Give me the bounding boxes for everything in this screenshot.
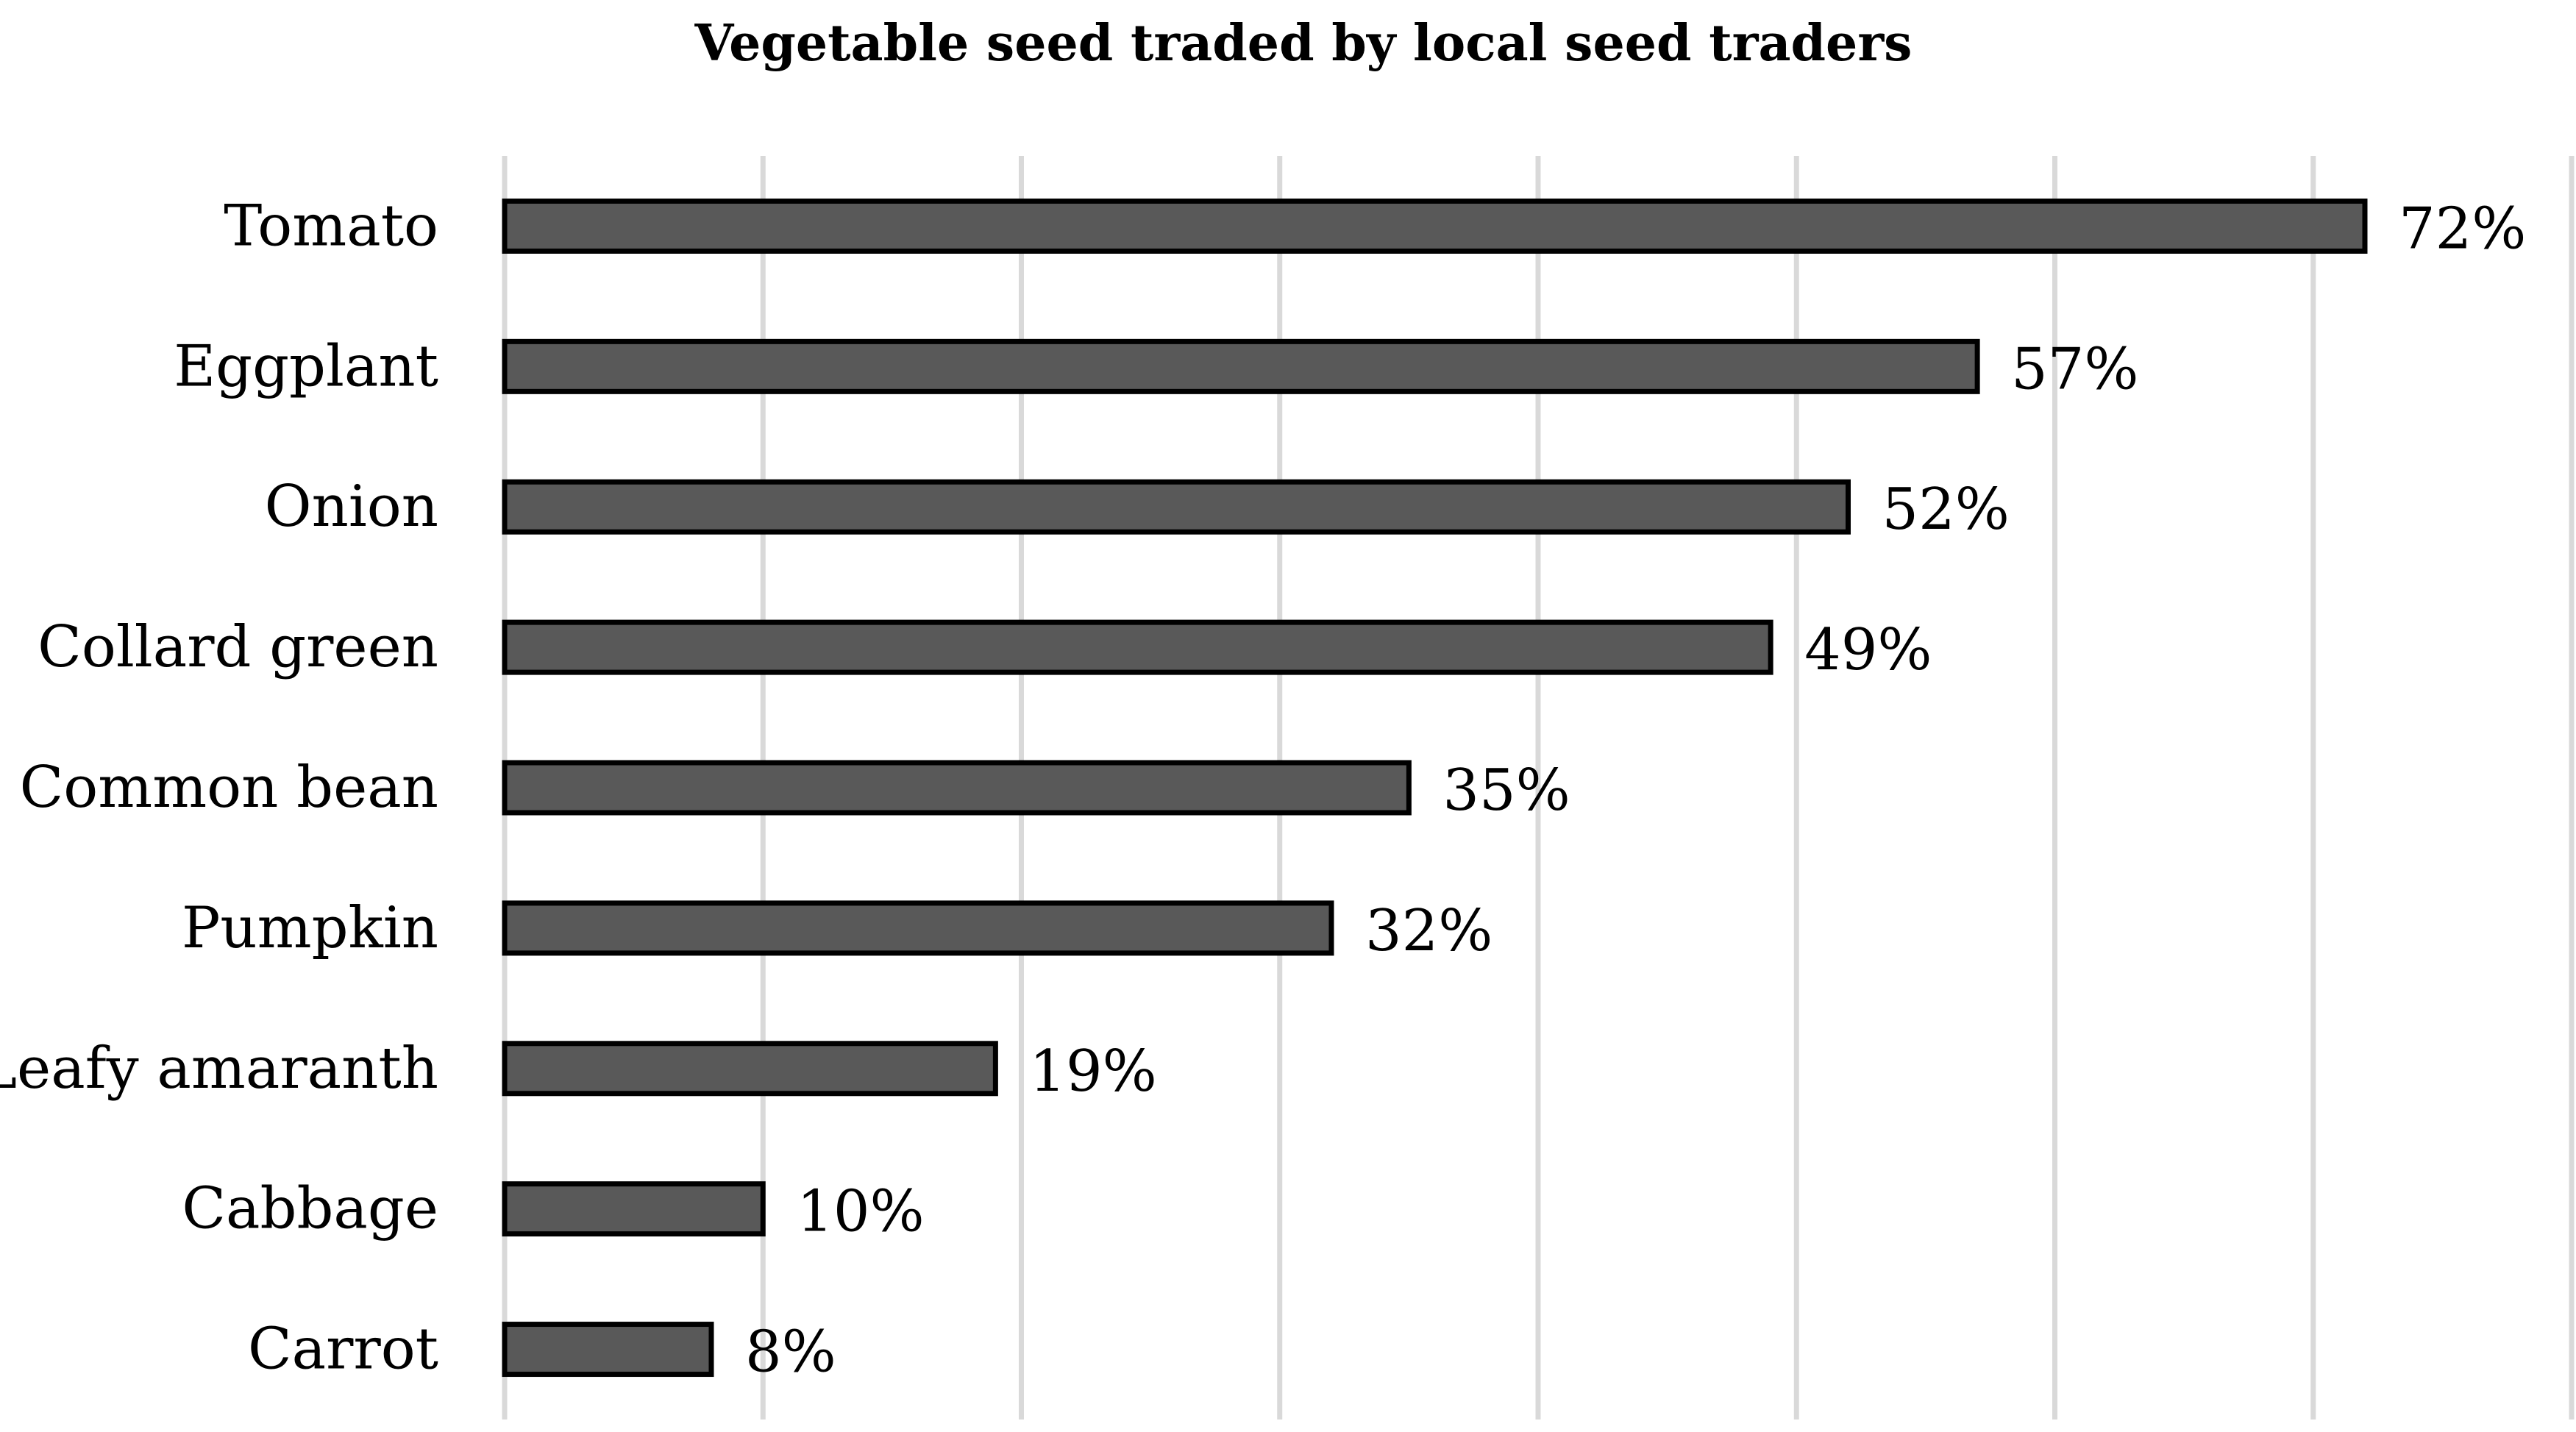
value-label-layer: 72% 57% 52% 49% 35% 32% 19% 10% 8% <box>745 196 2526 1385</box>
bar-layer <box>502 198 2368 1378</box>
value-label-cabbage: 10% <box>797 1179 924 1245</box>
bar-pumpkin <box>502 900 1334 956</box>
category-label-tomato: Tomato <box>224 193 438 259</box>
value-label-leafy-amaranth: 19% <box>1029 1039 1156 1105</box>
bar-cabbage <box>502 1181 766 1237</box>
category-label-common-bean: Common bean <box>20 755 438 821</box>
value-label-onion: 52% <box>1882 477 2010 543</box>
category-label-pumpkin: Pumpkin <box>182 895 438 961</box>
category-label-layer: Tomato Eggplant Onion Collard green Common b… <box>0 193 438 1382</box>
value-label-tomato: 72% <box>2399 196 2526 262</box>
bar-leafy-amaranth <box>502 1041 998 1097</box>
value-label-carrot: 8% <box>745 1319 836 1386</box>
value-label-pumpkin: 32% <box>1365 898 1492 964</box>
bar-eggplant <box>502 338 1980 394</box>
category-label-onion: Onion <box>265 474 438 540</box>
value-label-collard-green: 49% <box>1804 617 1932 683</box>
category-label-cabbage: Cabbage <box>182 1176 438 1242</box>
bar-common-bean <box>502 760 1412 816</box>
category-label-leafy-amaranth: Leafy amaranth <box>0 1036 438 1102</box>
category-label-collard-green: Collard green <box>38 614 438 680</box>
bar-onion <box>502 479 1851 535</box>
chart-title: Vegetable seed traded by local seed trad… <box>694 14 1913 73</box>
value-label-eggplant: 57% <box>2011 336 2138 402</box>
bar-tomato <box>502 198 2368 254</box>
value-label-common-bean: 35% <box>1442 758 1570 824</box>
category-label-eggplant: Eggplant <box>174 333 438 399</box>
bar-collard-green <box>502 619 1773 675</box>
category-label-carrot: Carrot <box>248 1317 438 1383</box>
bar-carrot <box>502 1322 714 1378</box>
